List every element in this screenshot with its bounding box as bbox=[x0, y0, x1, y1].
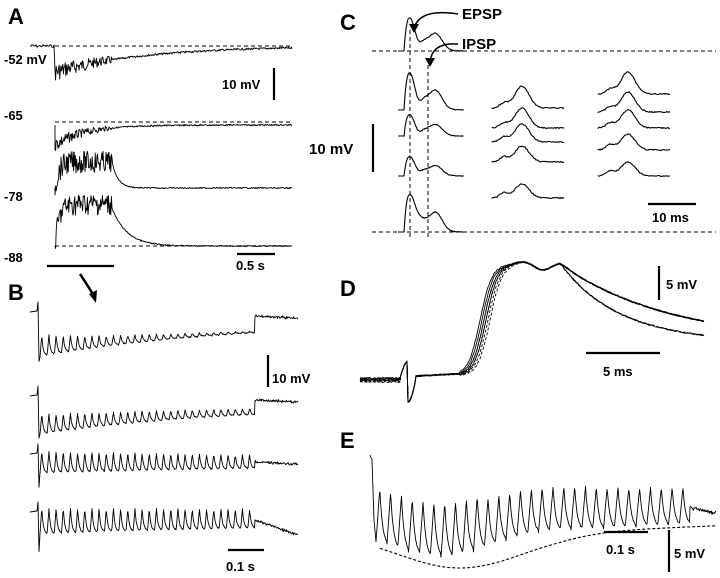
panel-a-trace-2 bbox=[54, 123, 293, 152]
panel-c-group-3-trace-4 bbox=[597, 133, 671, 152]
panel-a-trace-3 bbox=[54, 150, 293, 196]
panel-a-label-1: -52 mV bbox=[4, 52, 47, 67]
panel-d-solid-trace-3 bbox=[359, 261, 705, 403]
panel-b-trace-4 bbox=[29, 501, 299, 552]
panel-a-to-b-arrowhead bbox=[89, 290, 97, 303]
panel-e-time-scale-label: 0.1 s bbox=[606, 542, 635, 557]
panel-a-voltage-scale-label: 10 mV bbox=[222, 77, 261, 92]
panel-c-group-2-trace-5 bbox=[491, 183, 565, 200]
panel-a-label-2: -65 bbox=[4, 108, 23, 123]
panel-a-time-scale-label: 0.5 s bbox=[236, 258, 265, 273]
panel-c-group-3-trace-1 bbox=[597, 71, 671, 96]
panel-c-time-scale-label: 10 ms bbox=[652, 210, 689, 225]
panel-b: 10 mV 0.1 s bbox=[226, 355, 311, 574]
panel-d-dashed-trace-7 bbox=[359, 261, 705, 403]
panel-b-traces bbox=[29, 301, 299, 552]
panel-d-dashed-trace-6 bbox=[359, 261, 705, 403]
panel-b-voltage-scale-label: 10 mV bbox=[272, 371, 311, 386]
panel-d-letter: D bbox=[340, 276, 356, 301]
panel-d-dashed-trace-8 bbox=[359, 261, 705, 403]
panel-a-letter: A bbox=[8, 4, 24, 29]
panel-c-trace-1 bbox=[398, 17, 464, 52]
panel-e-dashed-envelope bbox=[379, 525, 717, 569]
panel-a-trace-4 bbox=[54, 194, 293, 249]
panel-d-traces bbox=[359, 261, 705, 403]
panel-d-solid-trace-2 bbox=[359, 261, 705, 403]
panel-a-trace-1 bbox=[29, 44, 293, 81]
panel-b-trace-1 bbox=[29, 301, 299, 362]
panel-c-epsp-label: EPSP bbox=[462, 6, 502, 23]
panel-c: EPSP IPSP 10 mV 10 ms bbox=[309, 6, 716, 240]
panel-b-trace-2 bbox=[29, 385, 299, 439]
panel-c-traces bbox=[398, 17, 671, 233]
panel-c-trace-5 bbox=[398, 194, 464, 233]
panel-c-voltage-scale-label: 10 mV bbox=[309, 141, 353, 158]
panel-d: 5 mV 5 ms bbox=[586, 266, 697, 379]
panel-c-group-2-trace-1 bbox=[491, 85, 565, 110]
panel-c-trace-2 bbox=[398, 72, 464, 111]
panel-d-voltage-scale-label: 5 mV bbox=[666, 277, 697, 292]
panel-c-group-3-trace-5 bbox=[597, 161, 671, 178]
panel-a-label-4: -88 bbox=[4, 250, 23, 265]
panel-a-label-3: -78 bbox=[4, 189, 23, 204]
panel-c-group-2-trace-2 bbox=[491, 107, 565, 130]
panel-e-solid-trace bbox=[369, 454, 717, 558]
panel-e: 5 mV 0.1 s bbox=[604, 530, 705, 572]
panel-c-epsp-arrow bbox=[413, 11, 459, 29]
panel-d-dashed-trace-5 bbox=[359, 261, 705, 403]
panel-c-group-3-trace-3 bbox=[597, 108, 671, 130]
panel-d-time-scale-label: 5 ms bbox=[603, 364, 633, 379]
panel-c-group-3-trace-2 bbox=[597, 91, 671, 114]
panel-c-ipsp-arrowhead bbox=[425, 58, 435, 67]
panel-c-trace-3 bbox=[398, 114, 464, 137]
panel-c-trace-4 bbox=[398, 155, 464, 177]
panel-d-solid-trace-1 bbox=[359, 261, 705, 403]
panel-c-ipsp-label: IPSP bbox=[462, 36, 496, 53]
panel-d-solid-trace-4 bbox=[359, 261, 705, 403]
panel-b-time-scale-label: 0.1 s bbox=[226, 559, 255, 574]
panel-a: -52 mV -65 -78 -88 10 mV 0.5 s bbox=[4, 45, 292, 303]
panel-c-group-2-trace-4 bbox=[491, 145, 565, 164]
panel-e-traces bbox=[369, 454, 717, 569]
panel-e-letter: E bbox=[340, 428, 355, 453]
panel-a-traces bbox=[29, 44, 293, 249]
panel-b-letter: B bbox=[8, 280, 24, 305]
panel-c-letter: C bbox=[340, 10, 356, 35]
panel-b-trace-3 bbox=[29, 443, 299, 488]
panel-c-group-2-trace-3 bbox=[491, 123, 565, 144]
panel-e-voltage-scale-label: 5 mV bbox=[674, 546, 705, 561]
